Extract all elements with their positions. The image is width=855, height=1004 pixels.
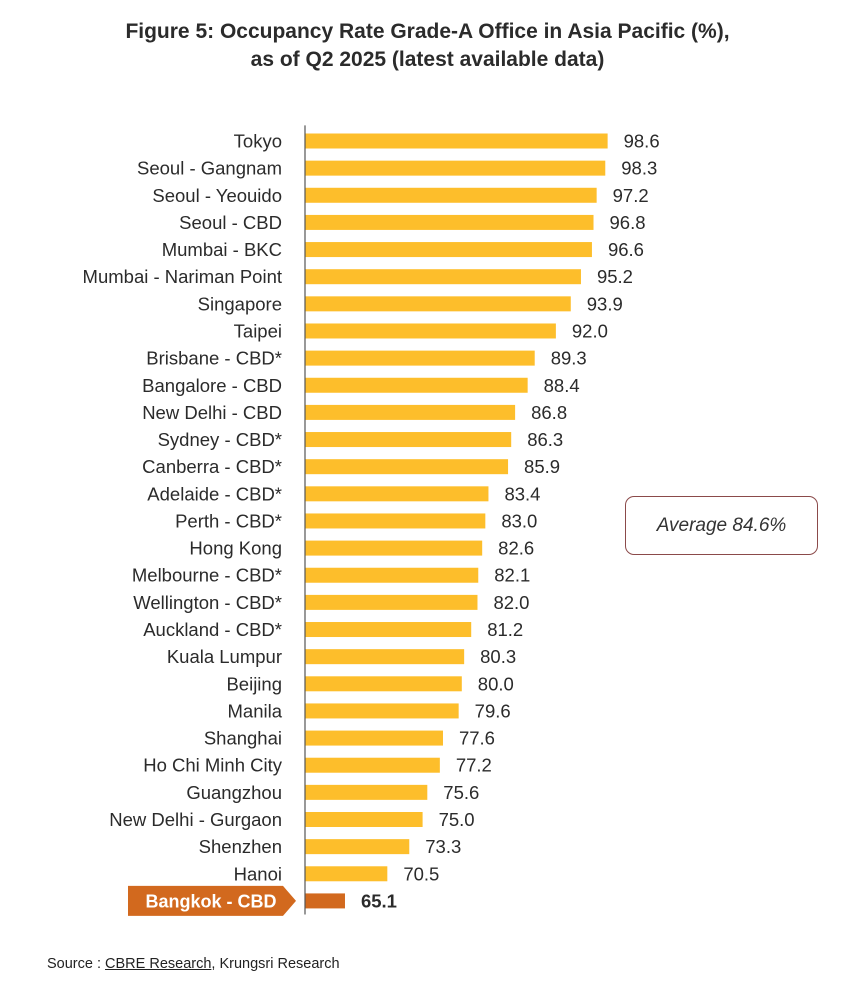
category-label: Bangkok - CBD	[145, 891, 276, 911]
source-link[interactable]: CBRE Research	[105, 956, 212, 972]
category-label: Melbourne - CBD*	[132, 565, 282, 586]
value-label: 80.3	[480, 646, 516, 667]
value-label: 75.0	[439, 809, 475, 830]
value-label: 82.1	[494, 565, 530, 586]
category-label: Shenzhen	[199, 836, 282, 857]
bar	[305, 214, 594, 230]
value-label: 82.6	[498, 538, 534, 559]
category-label: Singapore	[198, 293, 282, 314]
category-label: Taipei	[234, 320, 282, 341]
value-label: 70.5	[403, 863, 439, 884]
category-label: Adelaide - CBD*	[147, 483, 282, 504]
bar	[305, 730, 443, 746]
bar-chart: Tokyo 98.6 Seoul - Gangnam 98.3 Seoul - Yeou…	[83, 125, 660, 916]
bar	[305, 866, 388, 882]
category-label: Seoul - Yeouido	[152, 185, 282, 206]
value-label: 82.0	[493, 592, 529, 613]
value-label: 77.6	[459, 728, 495, 749]
bar	[305, 133, 608, 149]
value-label: 88.4	[544, 375, 580, 396]
highlight-label-tag	[128, 885, 296, 916]
value-label: 77.2	[456, 755, 492, 776]
bar	[305, 513, 486, 529]
category-label: Auckland - CBD*	[143, 619, 282, 640]
category-label: Tokyo	[234, 131, 282, 152]
bar	[305, 377, 528, 393]
value-label: 98.3	[621, 158, 657, 179]
source-note: Source : CBRE Research, Krungsri Researc…	[47, 956, 340, 972]
bar	[305, 404, 516, 420]
bar	[305, 160, 606, 176]
category-label: Bangalore - CBD	[142, 375, 282, 396]
value-label: 96.8	[610, 212, 646, 233]
bar	[305, 323, 556, 339]
value-label: 95.2	[597, 266, 633, 287]
bar	[305, 757, 440, 773]
source-prefix: Source :	[47, 956, 106, 972]
title-line-1: Figure 5: Occupancy Rate Grade-A Office …	[125, 20, 730, 43]
bar	[305, 784, 428, 800]
average-annotation: Average 84.6%	[625, 496, 818, 555]
chart-title: Figure 5: Occupancy Rate Grade-A Office …	[0, 18, 855, 74]
bar	[305, 676, 462, 692]
bar	[305, 242, 592, 258]
category-label: Ho Chi Minh City	[143, 755, 283, 776]
category-label: Manila	[228, 700, 283, 721]
bar	[305, 459, 509, 475]
bar	[305, 893, 345, 909]
category-label: Hanoi	[234, 863, 282, 884]
bar	[305, 187, 597, 203]
category-label: Sydney - CBD*	[158, 429, 282, 450]
bar	[305, 594, 478, 610]
category-label: Canberra - CBD*	[142, 456, 282, 477]
bar	[305, 540, 483, 556]
bar	[305, 703, 459, 719]
bar	[305, 622, 472, 638]
value-label: 98.6	[624, 131, 660, 152]
bar	[305, 269, 581, 285]
value-label: 85.9	[524, 456, 560, 477]
category-label: Hong Kong	[189, 538, 282, 559]
category-label: Shanghai	[204, 728, 282, 749]
category-label: Guangzhou	[186, 782, 282, 803]
value-label: 79.6	[475, 700, 511, 721]
category-label: Brisbane - CBD*	[146, 348, 282, 369]
category-label: New Delhi - CBD	[142, 402, 282, 423]
value-label: 86.8	[531, 402, 567, 423]
average-annotation-text: Average 84.6%	[656, 514, 787, 536]
value-label: 92.0	[572, 320, 608, 341]
category-label: Mumbai - Nariman Point	[83, 266, 282, 287]
value-label: 89.3	[551, 348, 587, 369]
category-label: Mumbai - BKC	[162, 239, 282, 260]
value-label: 83.4	[504, 483, 540, 504]
value-label: 97.2	[613, 185, 649, 206]
value-label: 73.3	[425, 836, 461, 857]
bar	[305, 839, 410, 855]
bar	[305, 812, 423, 827]
title-line-2: as of Q2 2025 (latest available data)	[250, 48, 605, 71]
value-label: 65.1	[361, 890, 397, 911]
value-label: 75.6	[443, 782, 479, 803]
bar	[305, 567, 479, 583]
value-label: 96.6	[608, 239, 644, 260]
source-rest: , Krungsri Research	[211, 956, 340, 972]
category-label: Seoul - Gangnam	[137, 158, 282, 179]
value-label: 93.9	[587, 293, 623, 314]
value-label: 86.3	[527, 429, 563, 450]
value-label: 81.2	[487, 619, 523, 640]
category-label: Seoul - CBD	[179, 212, 282, 233]
bar	[305, 350, 535, 366]
value-label: 83.0	[501, 510, 537, 531]
bar	[305, 649, 465, 665]
category-label: New Delhi - Gurgaon	[109, 809, 282, 830]
category-label: Kuala Lumpur	[167, 646, 282, 667]
category-label: Perth - CBD*	[175, 510, 282, 531]
bar	[305, 486, 489, 502]
bar	[305, 432, 512, 448]
category-label: Wellington - CBD*	[133, 592, 282, 613]
bar	[305, 296, 571, 312]
category-label: Beijing	[226, 673, 282, 694]
value-label: 80.0	[478, 673, 514, 694]
